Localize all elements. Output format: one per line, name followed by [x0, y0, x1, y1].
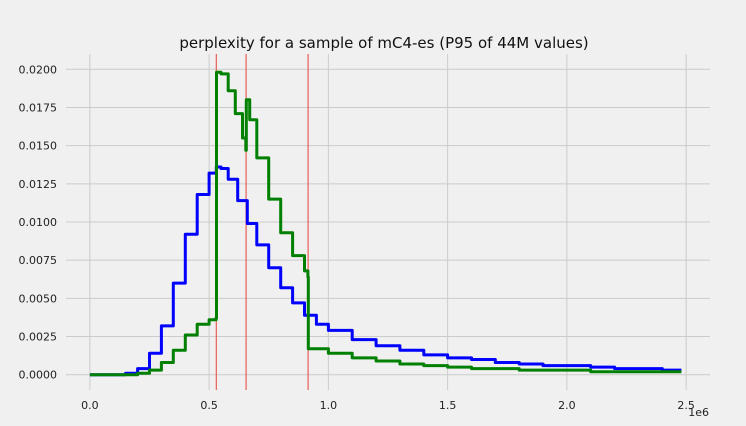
series-line-1: [89, 165, 682, 377]
x-offset-label: 1e6: [688, 406, 709, 419]
y-tick-label: 0.0175: [19, 101, 58, 114]
tick-labels: 0.0 0.5 1.0 1.5 2.0 2.5 0.0000 0.0025 0.0050 0.00…: [19, 63, 695, 412]
y-tick-label: 0.0025: [19, 331, 58, 344]
x-tick-label: 2.5: [677, 399, 695, 412]
x-tick-label: 1.5: [439, 399, 457, 412]
y-tick-label: 0.0075: [19, 254, 58, 267]
y-tick-label: 0.0050: [19, 292, 58, 305]
series-lines: [89, 70, 682, 377]
x-tick-label: 2.0: [558, 399, 576, 412]
series-line-2: [89, 70, 682, 377]
y-tick-label: 0.0200: [19, 63, 58, 76]
x-tick-label: 0.0: [81, 399, 99, 412]
y-tick-label: 0.0000: [19, 369, 58, 382]
chart-title: perplexity for a sample of mC4-es (P95 o…: [179, 34, 588, 52]
y-tick-label: 0.0150: [19, 140, 58, 153]
y-tick-label: 0.0100: [19, 216, 58, 229]
x-tick-label: 1.0: [320, 399, 338, 412]
y-tick-label: 0.0125: [19, 178, 58, 191]
x-tick-label: 0.5: [200, 399, 218, 412]
